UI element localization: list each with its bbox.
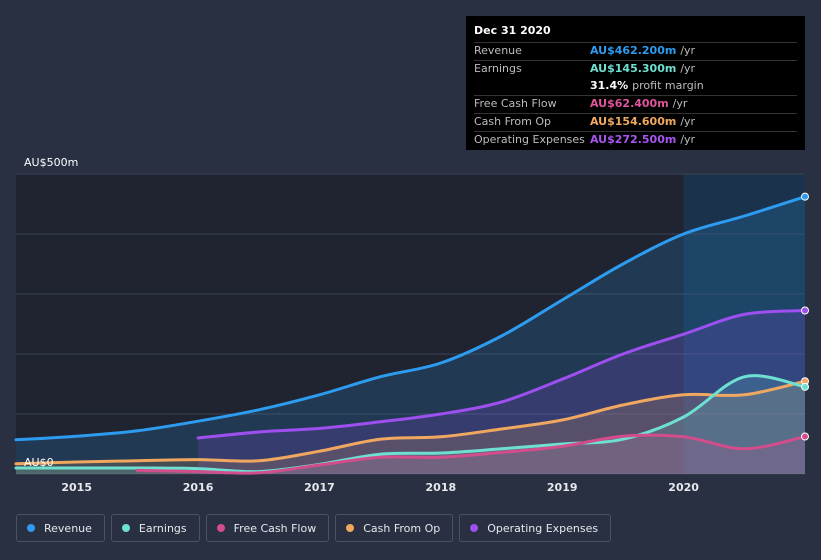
tooltip-row-label: Earnings [474, 62, 522, 75]
x-tick-label: 2016 [183, 481, 214, 494]
x-tick-label: 2018 [426, 481, 457, 494]
tooltip-row-label: Cash From Op [474, 115, 552, 128]
x-axis: 2015 2016 2017 2018 2019 2020 [61, 481, 699, 494]
legend-item-free-cash-flow[interactable]: Free Cash Flow [205, 514, 330, 542]
legend-label: Revenue [44, 521, 92, 535]
y-axis-bottom-label: AU$0 [24, 456, 54, 469]
endpoint-free-cash-flow [801, 432, 809, 441]
tooltip-row: Free Cash Flow AU$62.400m/yr [474, 95, 797, 113]
legend-dot-icon [27, 524, 35, 532]
tooltip-row-unit: /yr [680, 133, 696, 146]
tooltip-row-unit: /yr [680, 62, 696, 75]
tooltip-row-unit: profit margin [632, 79, 704, 92]
tooltip-date: Dec 31 2020 [474, 24, 551, 37]
endpoint-earnings [801, 382, 809, 391]
tooltip-row-unit: /yr [680, 115, 696, 128]
legend-dot-icon [346, 524, 355, 532]
line-earnings [14, 374, 807, 474]
plot-background [16, 174, 805, 474]
y-axis-top-label: AU$500m [24, 156, 78, 169]
x-tick-label: 2019 [547, 481, 578, 494]
area-revenue [16, 196, 805, 474]
series-areas [16, 196, 806, 474]
endpoint-revenue [801, 192, 809, 201]
area-operating-expenses [198, 310, 806, 474]
tooltip-row: Earnings AU$145.300m/yr [474, 60, 797, 78]
tooltip-row-unit: /yr [680, 44, 696, 57]
tooltip-row-label: Free Cash Flow [474, 97, 557, 110]
tooltip-row: Operating Expenses AU$272.500m/yr [474, 131, 797, 149]
tooltip-row-unit: /yr [672, 97, 688, 110]
area-earnings [16, 375, 805, 474]
line-free-cash-flow [135, 433, 807, 475]
tooltip-row-label: Revenue [474, 44, 522, 57]
legend-item-operating-expenses[interactable]: Operating Expenses [459, 514, 612, 542]
tooltip-row: Cash From Op AU$154.600m/yr [474, 113, 797, 131]
x-tick-label: 2017 [304, 481, 335, 494]
tooltip-row-value: AU$145.300m [590, 62, 677, 75]
x-tick-label: 2020 [668, 481, 699, 494]
legend-label: Cash From Op [363, 521, 441, 535]
legend-item-revenue[interactable]: Revenue [16, 514, 105, 542]
legend-label: Earnings [138, 521, 187, 535]
tooltip-row-value: AU$154.600m [590, 115, 677, 128]
tooltip-row-label [474, 78, 590, 95]
tooltip-row-value: AU$462.200m [590, 44, 677, 57]
tooltip-row: 31.4% profit margin [474, 78, 797, 95]
legend-item-cash-from-op[interactable]: Cash From Op [335, 514, 454, 542]
legend-label: Free Cash Flow [233, 521, 317, 535]
legend-dot-icon [121, 524, 130, 532]
tooltip-row-value: AU$62.400m [590, 97, 669, 110]
endpoint-operating-expenses [801, 306, 809, 315]
tooltip-row-value: 31.4% [590, 79, 629, 92]
x-tick-label: 2015 [61, 481, 92, 494]
gridlines [16, 173, 805, 475]
legend-label: Operating Expenses [487, 521, 599, 535]
area-cash-from-op [16, 381, 805, 474]
line-cash-from-op [14, 379, 807, 466]
legend-item-earnings[interactable]: Earnings [110, 514, 200, 542]
series-endpoints [801, 192, 809, 441]
area-free-cash-flow [137, 435, 805, 474]
forecast-highlight [683, 174, 805, 474]
tooltip-row-value: AU$272.500m [590, 133, 677, 146]
series-lines [14, 195, 807, 475]
line-operating-expenses [196, 309, 807, 440]
tooltip: Dec 31 2020 Revenue AU$462.200m/yr Earning… [466, 16, 805, 150]
tooltip-row-label: Operating Expenses [474, 133, 585, 146]
tooltip-row: Revenue AU$462.200m/yr [474, 42, 797, 60]
legend-dot-icon [216, 524, 225, 532]
legend-dot-icon [470, 524, 479, 532]
legend: Revenue Earnings Free Cash Flow Cash From O… [16, 514, 612, 542]
line-revenue [14, 195, 807, 442]
